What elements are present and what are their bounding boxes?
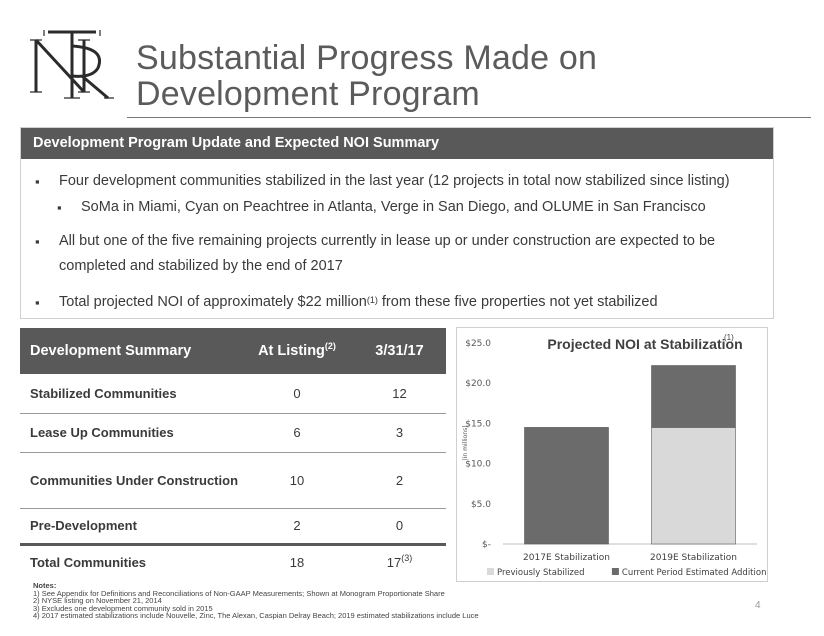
noi-text-end: from these five properties not yet stabi… bbox=[377, 294, 658, 310]
noi-bar-chart: $- $5.0 $10.0 $15.0 $20.0 $25.0 (in millions) P… bbox=[462, 333, 767, 578]
row-label: Communities Under Construction bbox=[20, 452, 241, 509]
bullet-list: Four development communities stabilized … bbox=[35, 169, 765, 315]
table-row: Stabilized Communities 0 12 bbox=[20, 374, 446, 414]
total-footnote: (3) bbox=[401, 553, 413, 564]
note-item: 3) Excludes one development community so… bbox=[33, 603, 213, 613]
notes-heading: Notes: bbox=[33, 581, 57, 590]
program-update-panel: Development Program Update and Expected … bbox=[20, 127, 774, 319]
row-listing-value: 18 bbox=[241, 542, 353, 580]
legend-label: Previously Stabilized bbox=[497, 568, 585, 578]
chart-title: Projected NOI at Stabilization bbox=[547, 336, 742, 352]
bar-segment bbox=[651, 365, 736, 428]
table-row: Communities Under Construction 10 2 bbox=[20, 452, 446, 509]
table-row: Lease Up Communities 6 3 bbox=[20, 413, 446, 453]
legend-swatch bbox=[611, 568, 619, 575]
page-number: 4 bbox=[755, 600, 761, 611]
row-label: Total Communities bbox=[20, 542, 241, 580]
legend-swatch bbox=[487, 568, 494, 575]
x-category-label: 2017E Stabilization bbox=[523, 553, 610, 563]
row-label: Pre-Development bbox=[20, 508, 241, 545]
y-tick-label: $5.0 bbox=[471, 500, 491, 510]
header-development-summary: Development Summary bbox=[20, 328, 241, 374]
y-tick-label: $20.0 bbox=[465, 379, 491, 389]
header-at-listing-label: At Listing bbox=[258, 343, 325, 359]
slide-title: Substantial Progress Made on Development… bbox=[136, 40, 597, 112]
y-tick-label: $15.0 bbox=[465, 419, 491, 429]
bar-segment bbox=[524, 427, 609, 545]
row-listing-value: 2 bbox=[241, 508, 353, 545]
x-category-label: 2019E Stabilization bbox=[650, 553, 737, 563]
row-current-value: 0 bbox=[353, 508, 446, 545]
row-listing-value: 10 bbox=[241, 452, 353, 509]
noi-text-start: Total projected NOI of approximately $22… bbox=[59, 294, 367, 310]
note-item: 2) NYSE listing on November 21, 2014 bbox=[33, 596, 162, 606]
noi-chart-panel: $- $5.0 $10.0 $15.0 $20.0 $25.0 (in millions) P… bbox=[456, 327, 768, 582]
header-footnote: (2) bbox=[324, 341, 336, 351]
header-current-date: 3/31/17 bbox=[353, 328, 446, 374]
development-summary-table: Development Summary At Listing(2) 3/31/1… bbox=[20, 328, 446, 580]
row-label: Lease Up Communities bbox=[20, 413, 241, 453]
title-line-2: Development Program bbox=[136, 75, 480, 113]
y-axis-label: (in millions) bbox=[462, 425, 469, 460]
y-tick-label: $10.0 bbox=[465, 460, 491, 470]
footnote-ref: (1) bbox=[366, 295, 378, 305]
bar-segment bbox=[651, 427, 736, 545]
bullet-remaining-projects: All but one of the five remaining projec… bbox=[35, 229, 765, 279]
bullet-stabilized: Four development communities stabilized … bbox=[35, 169, 765, 194]
header-at-listing: At Listing(2) bbox=[241, 328, 353, 374]
row-listing-value: 0 bbox=[241, 374, 353, 414]
row-current-value: 3 bbox=[353, 413, 446, 453]
legend-label: Current Period Estimated Additions (4) bbox=[622, 568, 767, 578]
row-current-value: 17(3) bbox=[353, 542, 446, 580]
footnotes: Notes: 1) See Appendix for Definitions a… bbox=[33, 582, 479, 620]
chart-title-footnote: (1) bbox=[724, 333, 734, 342]
y-tick-label: $25.0 bbox=[465, 339, 491, 349]
title-line-1: Substantial Progress Made on bbox=[136, 39, 598, 77]
bullet-projected-noi: Total projected NOI of approximately $22… bbox=[35, 290, 765, 315]
row-label: Stabilized Communities bbox=[20, 374, 241, 414]
row-current-value: 12 bbox=[353, 374, 446, 414]
table-row-total: Total Communities 18 17(3) bbox=[20, 542, 446, 580]
row-current-value: 2 bbox=[353, 452, 446, 509]
panel-header: Development Program Update and Expected … bbox=[21, 128, 773, 159]
row-listing-value: 6 bbox=[241, 413, 353, 453]
sub-bullet-communities: SoMa in Miami, Cyan on Peachtree in Atla… bbox=[35, 195, 765, 220]
table-row: Pre-Development 2 0 bbox=[20, 508, 446, 545]
note-item: 1) See Appendix for Definitions and Reco… bbox=[33, 588, 445, 598]
total-current-number: 17 bbox=[386, 555, 402, 571]
y-tick-label: $- bbox=[482, 540, 491, 550]
table-header-row: Development Summary At Listing(2) 3/31/1… bbox=[20, 328, 446, 374]
title-divider bbox=[127, 117, 811, 118]
monogram-logo bbox=[30, 30, 114, 100]
note-item: 4) 2017 estimated stabilizations include… bbox=[33, 611, 479, 621]
